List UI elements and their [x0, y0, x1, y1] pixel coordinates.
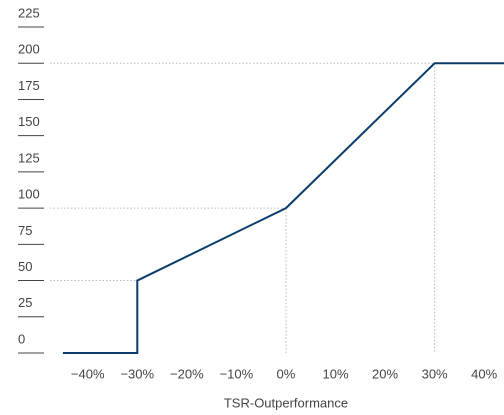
x-tick-label: −20% [170, 366, 204, 381]
y-tick-label: 50 [18, 259, 32, 274]
y-tick-label: 150 [18, 114, 40, 129]
y-tick-label: 125 [18, 150, 40, 165]
x-tick-label: 0% [277, 366, 296, 381]
x-tick-label: 40% [471, 366, 497, 381]
x-tick-label: −10% [220, 366, 254, 381]
x-tick-label: 10% [322, 366, 348, 381]
x-tick-label: 30% [422, 366, 448, 381]
y-tick-label: 225 [18, 5, 40, 20]
y-tick-label: 75 [18, 223, 32, 238]
y-tick-label: 175 [18, 78, 40, 93]
x-tick-label: −40% [71, 366, 105, 381]
x-tick-label: 20% [372, 366, 398, 381]
x-axis-title: TSR-Outperformance [224, 395, 348, 410]
y-tick-label: 200 [18, 42, 40, 57]
data-line [62, 62, 504, 354]
x-tick-label: −30% [120, 366, 154, 381]
y-tick-label: 100 [18, 187, 40, 202]
y-tick-label: 0 [18, 331, 25, 346]
y-tick-label: 25 [18, 295, 32, 310]
